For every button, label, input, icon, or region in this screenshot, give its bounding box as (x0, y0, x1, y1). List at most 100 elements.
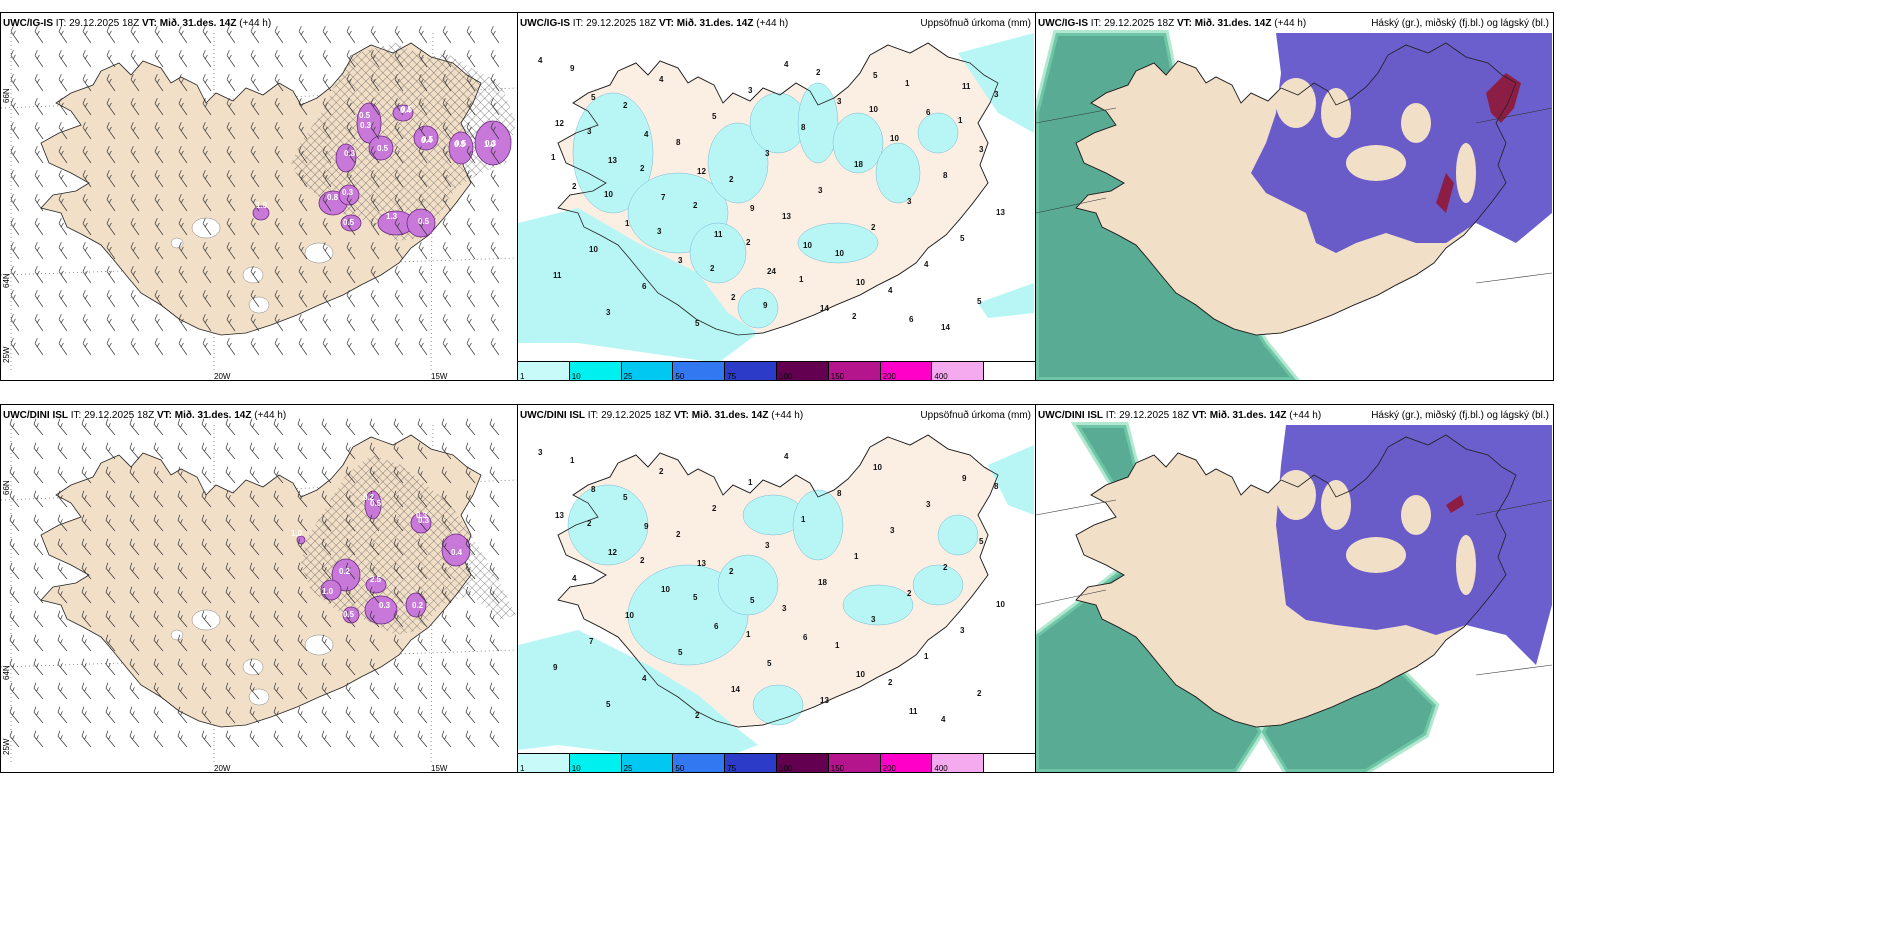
wind-barb (417, 466, 428, 484)
wind-barb (418, 146, 428, 164)
wind-barb (394, 98, 404, 116)
wind-barb (250, 194, 260, 212)
wind-barb (33, 730, 44, 748)
wind-barb (82, 146, 92, 164)
wind-barb (177, 658, 188, 676)
precip-value: 11 (553, 271, 562, 280)
wind-barb (417, 730, 428, 748)
precip-intensity-blob (405, 592, 427, 618)
wind-barb (466, 74, 476, 92)
wind-barb (441, 706, 452, 724)
wind-barb (369, 418, 380, 436)
precip-value: 1 (570, 456, 575, 465)
wind-barb (346, 98, 356, 116)
colorbar-label: 10 (571, 372, 581, 381)
wind-map: 0.2 0.3 0.4 0.2 1.0 0.3 0.2 2.5 0.5 1.0 0.5 0.3 66N 6… (1, 418, 517, 772)
precip-area (572, 92, 654, 214)
wind-value-label: 0.4 (421, 136, 433, 145)
wind-barb (345, 466, 356, 484)
wind-barb (225, 586, 236, 604)
precip-value: 7 (589, 637, 594, 646)
wind-barb (322, 122, 332, 140)
wind-barb (58, 50, 68, 68)
axis-label-lat66: 66N (2, 88, 11, 103)
precip-area (988, 445, 1034, 515)
wind-barb (345, 610, 356, 628)
wind-barb (298, 338, 308, 356)
precip-value: 2 (695, 711, 700, 720)
wind-barb (298, 194, 308, 212)
wind-barb (226, 122, 236, 140)
precip-value: 1 (854, 552, 859, 561)
precip-value: 1 (799, 275, 804, 284)
precip-intensity-blob (368, 135, 394, 161)
wind-barb (202, 122, 212, 140)
wind-barb (34, 122, 44, 140)
wind-barb (9, 610, 20, 628)
precip-value: 6 (926, 108, 931, 117)
wind-barb (369, 658, 380, 676)
precip-value: 4 (924, 260, 929, 269)
wind-map-panel-ig: 0.5 0.4 0.4 0.5 1.0 0.3 0.5 0.8 0.5 1.3 0.5 1.5 0.3 0… (0, 12, 518, 381)
wind-barb (202, 194, 212, 212)
colorbar-label: 100 (778, 764, 793, 773)
wind-barb (10, 98, 20, 116)
precip-area (737, 287, 779, 329)
wind-barb (490, 338, 500, 356)
wind-barb (346, 170, 356, 188)
wind-barb (418, 194, 428, 212)
wind-barb (58, 242, 68, 260)
wind-barb (226, 98, 236, 116)
wind-barb (106, 338, 116, 356)
wind-barb (130, 266, 140, 284)
wind-barb (130, 98, 140, 116)
wind-barb (10, 146, 20, 164)
precip-area (518, 630, 758, 760)
wind-barb (81, 730, 92, 748)
wind-barb (201, 442, 212, 460)
wind-barb (370, 218, 380, 236)
wind-barb (321, 658, 332, 676)
wind-barb (273, 490, 284, 508)
wind-barb (418, 74, 428, 92)
wind-barb (225, 682, 236, 700)
precip-value: 5 (977, 297, 982, 306)
graticule-line (1475, 664, 1552, 676)
wind-barb (369, 682, 380, 700)
header-it-label: IT: (572, 18, 584, 29)
wind-barb (273, 682, 284, 700)
wind-barb (58, 26, 68, 44)
precip-value: 4 (572, 574, 577, 583)
wind-barb (202, 242, 212, 260)
wind-barb (490, 314, 500, 332)
cloud-gap (1276, 78, 1316, 128)
wind-barb (250, 50, 260, 68)
wind-barb (129, 538, 140, 556)
wind-barb (297, 562, 308, 580)
header-vt: Mið. 31.des. 14Z (1209, 410, 1287, 421)
wind-barb (33, 682, 44, 700)
wind-barb (34, 290, 44, 308)
wind-barb (370, 242, 380, 260)
wind-barb (442, 98, 452, 116)
wind-barb (178, 194, 188, 212)
precip-value: 3 (871, 615, 876, 624)
wind-barb (322, 170, 332, 188)
wind-barb (177, 538, 188, 556)
wind-barb (57, 634, 68, 652)
wind-barb (489, 610, 500, 628)
wind-barb (106, 74, 116, 92)
wind-barb (417, 538, 428, 556)
precip-map-panel-dini: 3 8 9 13 5 6 10 11 9 13 12 10 6 5 13 10 3 5 4 10 5 14 4 8 3 2 10 7 4… (517, 404, 1036, 773)
wind-barb (417, 442, 428, 460)
header-lead: (+44 h) (254, 410, 287, 421)
wind-barb (321, 730, 332, 748)
wind-barb (417, 562, 428, 580)
precip-value: 3 (587, 127, 592, 136)
iceland-coastline (1075, 42, 1517, 336)
precip-value: 9 (644, 522, 649, 531)
wind-barb (489, 490, 500, 508)
wind-barb (321, 490, 332, 508)
wind-barb (489, 706, 500, 724)
wind-barb (202, 314, 212, 332)
